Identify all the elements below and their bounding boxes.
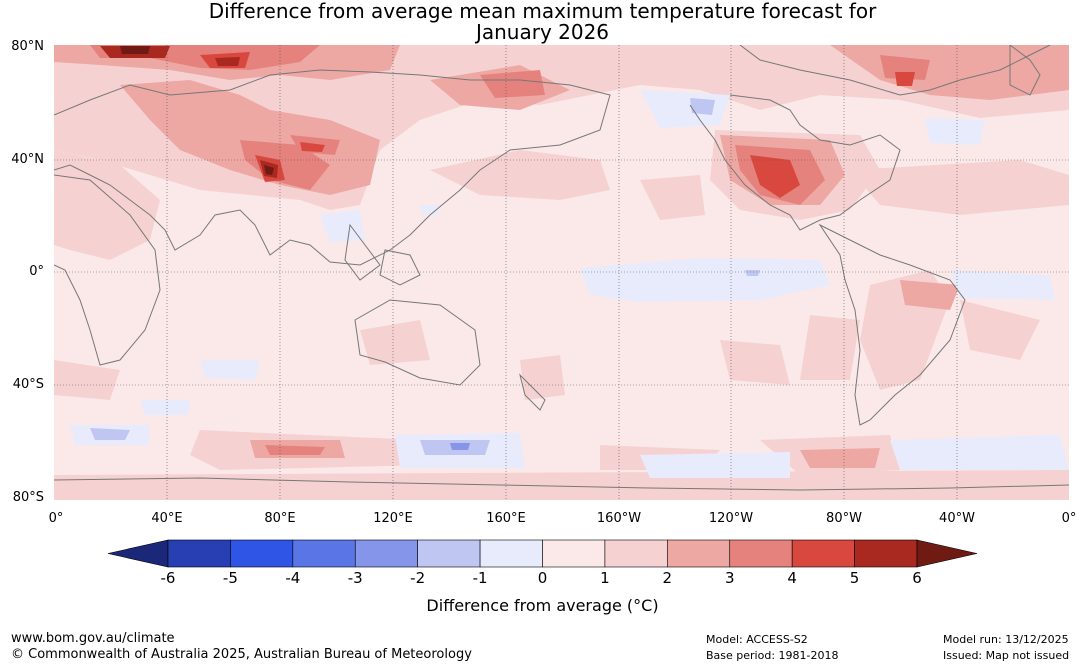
colorbar-tick-label: -6 [160,569,176,587]
colorbar-extend-high [916,539,978,568]
colorbar-segment [417,539,481,568]
colorbar-segment [791,539,855,568]
lon-label-80w: 80°W [826,511,862,526]
colorbar-tick-label: 0 [537,569,548,587]
lon-label-160w: 160°W [596,511,642,526]
map-title-line-2: January 2026 [475,20,610,44]
colorbar-tick-label: 2 [662,569,673,587]
graticule [54,45,1069,500]
footer-copyright: © Commonwealth of Australia 2025, Austra… [11,647,472,662]
colorbar-tick-label: 1 [600,569,610,587]
lon-label-40e: 40°E [151,511,183,526]
lat-label-80s: 80°S [12,490,44,505]
footer-model: Model: ACCESS-S2 [706,633,808,646]
map-title-line-1: Difference from average mean maximum tem… [208,0,877,23]
colorbar-tick-label: 5 [849,569,860,587]
anomaly-1-to-2-regions [54,45,1069,500]
footer-model-run: Model run: 13/12/2025 [943,633,1069,646]
lat-label-40s: 40°S [12,377,44,392]
lon-label-160e: 160°E [486,511,526,526]
colorbar-tick-label: -1 [472,569,488,587]
lat-label-0: 0° [29,264,44,279]
lat-label-80n: 80°N [11,39,44,54]
colorbar-segment [230,539,294,568]
colorbar-segment [854,539,918,568]
anomaly-above-6-regions [120,46,274,175]
lat-label-40n: 40°N [11,152,44,167]
colorbar-segment [167,539,231,568]
anomaly-minus-3-to-minus-2-regions [450,443,470,450]
colorbar-tick-label: 3 [724,569,735,587]
lon-label-40w: 40°W [939,511,975,526]
lon-label-80e: 80°E [264,511,296,526]
colorbar-segment [479,539,543,568]
colorbar-segment [729,539,793,568]
colorbar-tick-label: 4 [787,569,797,587]
lon-label-120e: 120°E [373,511,413,526]
footer-url: www.bom.gov.au/climate [11,631,175,646]
colorbar-tick-label: -3 [347,569,363,587]
colorbar-segment [667,539,731,568]
colorbar-segment [542,539,606,568]
colorbar-segment [604,539,668,568]
colorbar-tick-label: -2 [410,569,426,587]
colorbar-segment [354,539,418,568]
colorbar-tick-label: 6 [912,569,922,587]
colorbar-extend-low [107,539,169,568]
temperature-anomaly-field [54,45,1069,500]
colorbar-segment [292,539,356,568]
lon-label-0-left: 0° [48,511,64,526]
colorbar-tick-label: -5 [222,569,238,587]
colorbar-label: Difference from average (°C) [426,596,659,615]
lon-label-0-right: 0° [1061,511,1077,526]
footer-base-period: Base period: 1981-2018 [706,649,839,662]
colorbar [107,539,978,568]
lon-label-120w: 120°W [708,511,754,526]
colorbar-tick-label: -4 [285,569,301,587]
footer-issued: Issued: Map not issued [943,649,1070,662]
coastlines [54,45,1069,491]
